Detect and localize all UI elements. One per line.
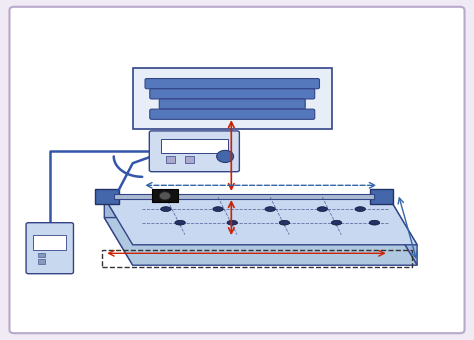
Ellipse shape xyxy=(161,207,171,211)
Bar xyxy=(114,194,374,199)
Ellipse shape xyxy=(265,207,275,211)
Ellipse shape xyxy=(355,207,365,211)
FancyBboxPatch shape xyxy=(150,89,315,99)
FancyBboxPatch shape xyxy=(150,109,315,119)
Ellipse shape xyxy=(369,220,380,225)
Ellipse shape xyxy=(213,207,223,211)
FancyBboxPatch shape xyxy=(149,131,239,172)
Bar xyxy=(166,156,175,163)
Ellipse shape xyxy=(175,220,185,225)
Polygon shape xyxy=(104,197,417,245)
Bar xyxy=(95,189,118,204)
Polygon shape xyxy=(104,197,133,265)
Circle shape xyxy=(217,150,234,163)
Polygon shape xyxy=(104,218,417,265)
Ellipse shape xyxy=(317,207,328,211)
Bar xyxy=(370,189,393,204)
Bar xyxy=(161,139,228,153)
Bar xyxy=(38,253,45,257)
FancyBboxPatch shape xyxy=(26,223,73,274)
FancyBboxPatch shape xyxy=(9,7,465,333)
Ellipse shape xyxy=(227,220,237,225)
Bar xyxy=(102,250,412,267)
Bar xyxy=(152,189,178,202)
Bar xyxy=(33,235,66,250)
Bar xyxy=(38,259,45,264)
Circle shape xyxy=(159,192,171,200)
Ellipse shape xyxy=(279,220,290,225)
Ellipse shape xyxy=(331,220,342,225)
FancyBboxPatch shape xyxy=(145,79,319,89)
FancyBboxPatch shape xyxy=(159,99,305,109)
Polygon shape xyxy=(389,197,417,265)
Bar xyxy=(185,156,194,163)
Bar xyxy=(133,68,332,129)
